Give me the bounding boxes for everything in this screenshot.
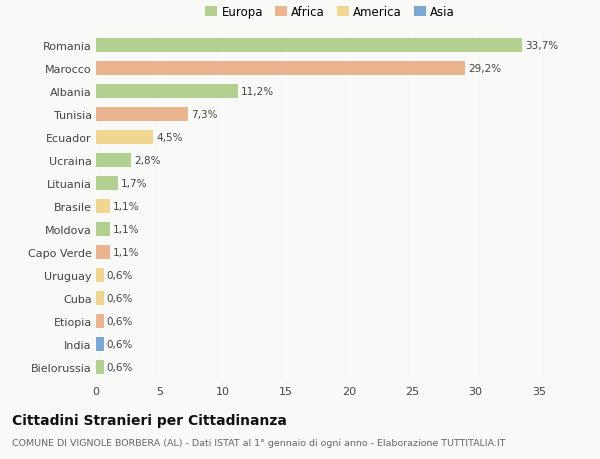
Bar xyxy=(96,62,466,76)
Bar xyxy=(96,199,110,214)
Text: 11,2%: 11,2% xyxy=(241,87,274,97)
Text: 33,7%: 33,7% xyxy=(526,41,559,51)
Bar xyxy=(96,153,131,168)
Bar xyxy=(96,222,110,237)
Bar xyxy=(96,291,104,306)
Bar xyxy=(96,360,104,375)
Text: 2,8%: 2,8% xyxy=(134,156,161,166)
Bar xyxy=(96,268,104,283)
Text: 0,6%: 0,6% xyxy=(107,293,133,303)
Text: 1,1%: 1,1% xyxy=(113,202,140,212)
Text: 1,1%: 1,1% xyxy=(113,224,140,235)
Text: 29,2%: 29,2% xyxy=(469,64,502,74)
Text: COMUNE DI VIGNOLE BORBERA (AL) - Dati ISTAT al 1° gennaio di ogni anno - Elabora: COMUNE DI VIGNOLE BORBERA (AL) - Dati IS… xyxy=(12,438,505,448)
Text: 0,6%: 0,6% xyxy=(107,362,133,372)
Bar xyxy=(96,314,104,329)
Text: 0,6%: 0,6% xyxy=(107,270,133,280)
Legend: Europa, Africa, America, Asia: Europa, Africa, America, Asia xyxy=(205,6,455,19)
Text: Cittadini Stranieri per Cittadinanza: Cittadini Stranieri per Cittadinanza xyxy=(12,413,287,427)
Text: 1,1%: 1,1% xyxy=(113,247,140,257)
Bar xyxy=(96,337,104,352)
Bar xyxy=(96,245,110,260)
Bar xyxy=(96,107,188,122)
Bar xyxy=(96,39,522,53)
Text: 1,7%: 1,7% xyxy=(121,179,147,189)
Text: 0,6%: 0,6% xyxy=(107,339,133,349)
Text: 7,3%: 7,3% xyxy=(191,110,218,120)
Bar xyxy=(96,130,153,145)
Text: 4,5%: 4,5% xyxy=(156,133,182,143)
Bar xyxy=(96,84,238,99)
Bar xyxy=(96,176,118,191)
Text: 0,6%: 0,6% xyxy=(107,316,133,326)
